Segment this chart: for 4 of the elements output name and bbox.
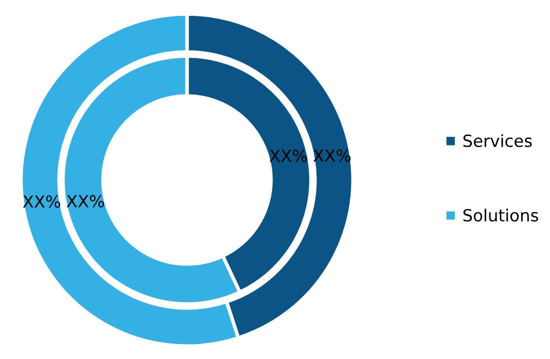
legend-label: Solutions [463,208,538,222]
data-label: XX% [66,194,104,208]
legend-label: Services [463,134,532,148]
data-label: XX% [270,150,307,162]
